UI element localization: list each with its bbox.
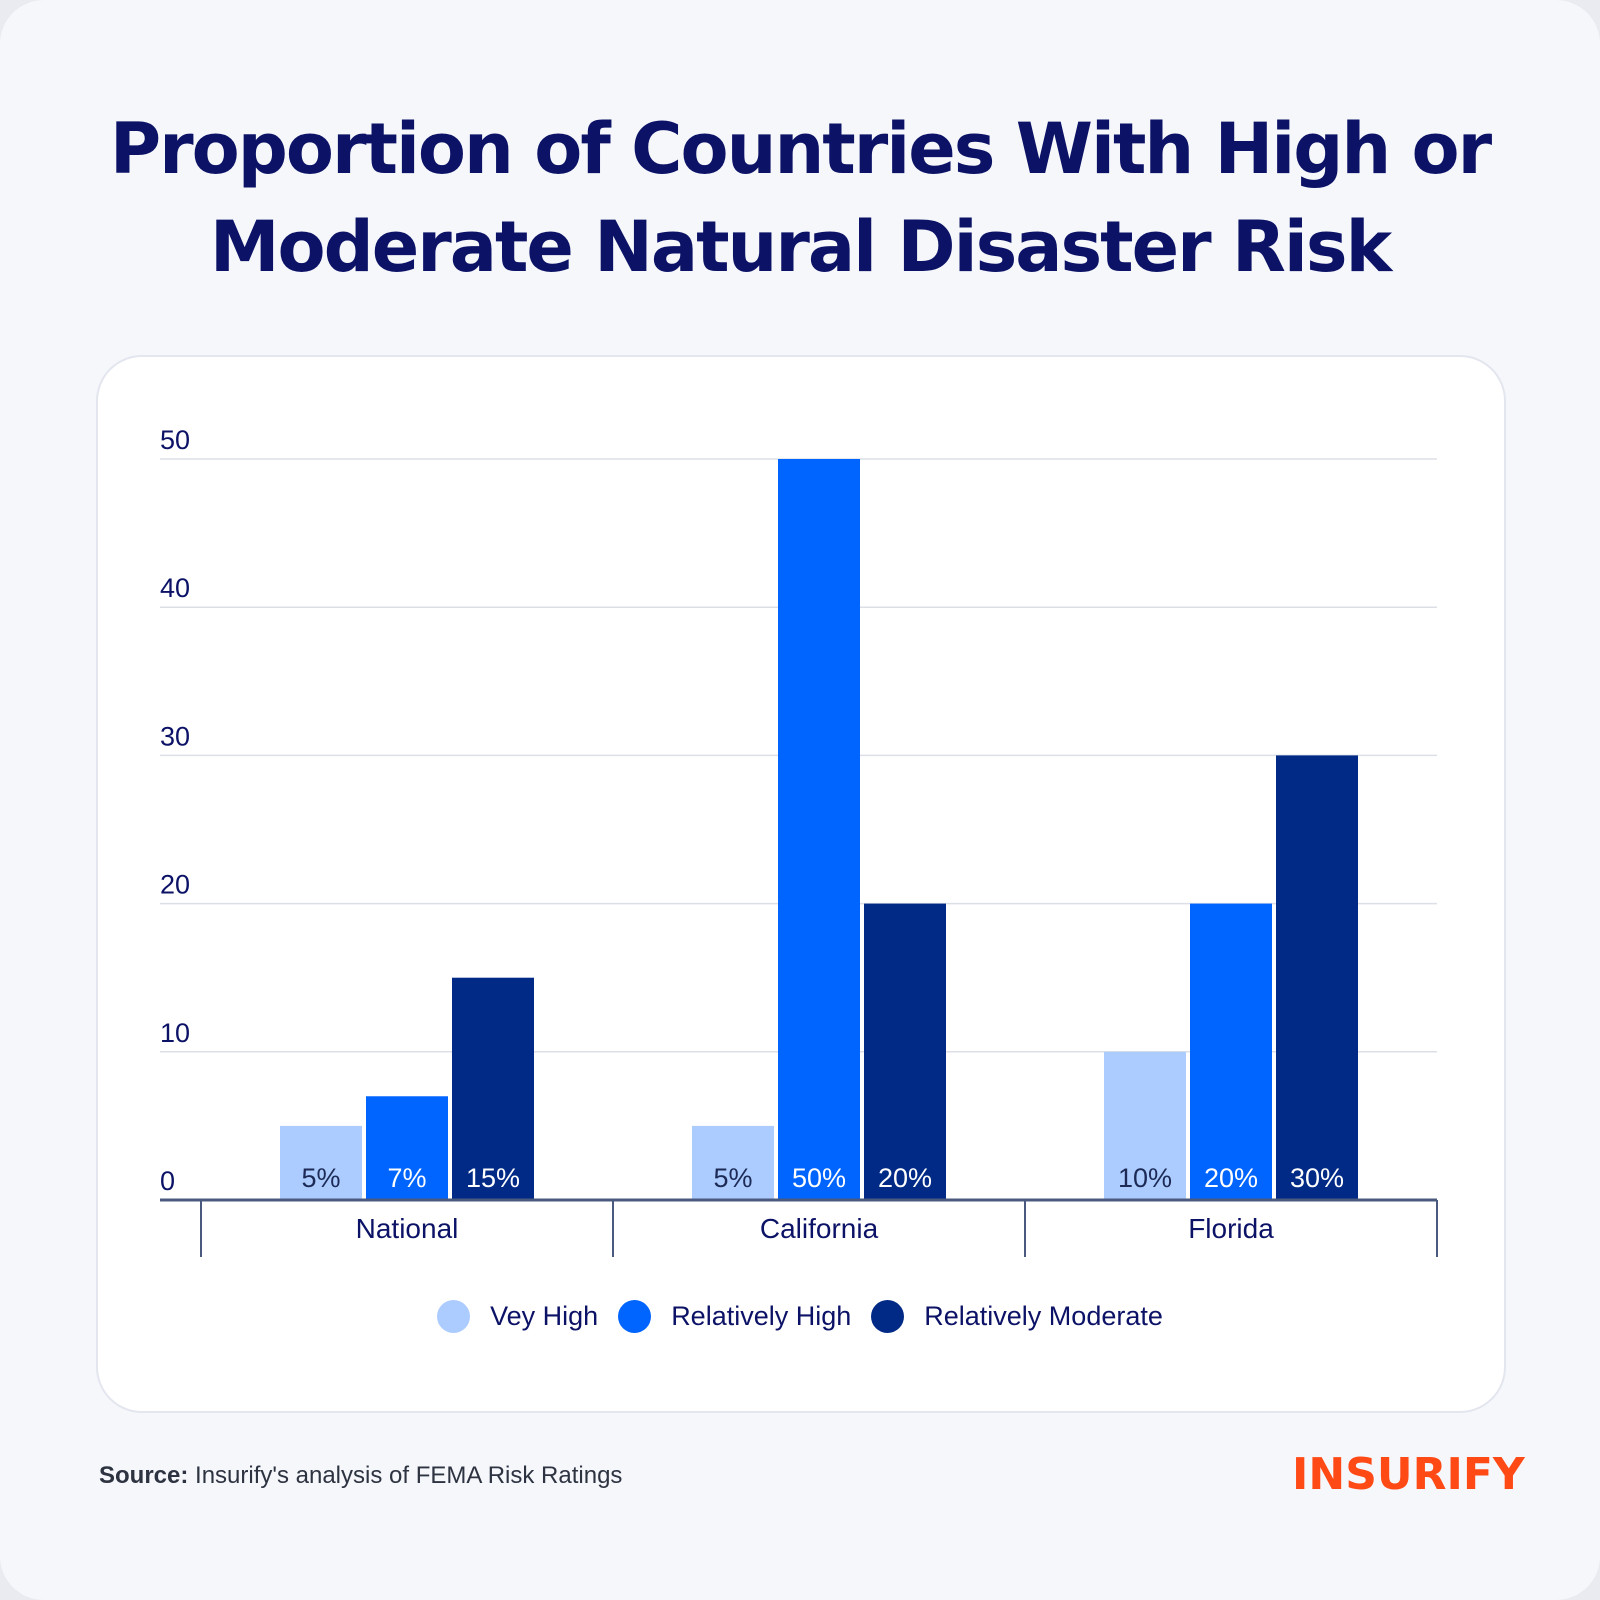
bar [1276,755,1358,1200]
y-tick-label: 20 [160,870,190,900]
chart-title: Proportion of Countries With High or Mod… [60,100,1540,296]
bar [452,977,534,1200]
y-tick-label: 10 [160,1018,190,1048]
legend-item-relatively-moderate: Relatively Moderate [871,1300,1163,1333]
legend-swatch-very-high [437,1300,471,1333]
source-note: Source: Insurify's analysis of FEMA Risk… [99,1462,622,1490]
bar [366,1096,448,1200]
legend-item-relatively-high: Relatively High [618,1300,851,1333]
bar [778,459,860,1200]
source-text: Insurify's analysis of FEMA Risk Ratings [188,1462,623,1489]
bar [864,903,946,1200]
bar-value-label: 5% [713,1163,752,1193]
chart-legend: Vey High Relatively High Relatively Mode… [0,1300,1600,1333]
y-tick-label: 40 [160,573,190,603]
bar-value-label: 50% [792,1163,846,1193]
legend-label-relatively-high: Relatively High [671,1301,852,1331]
legend-swatch-relatively-moderate [871,1300,905,1333]
bar [692,1125,774,1200]
bar-value-label: 15% [466,1163,520,1193]
title-line-1: Proportion of Countries With High or [109,108,1492,190]
legend-label-relatively-moderate: Relatively Moderate [924,1301,1163,1331]
bar-value-label: 7% [387,1163,426,1193]
insurify-logo: INSURIFY [1292,1449,1525,1500]
bar-value-label: 5% [301,1163,340,1193]
title-line-2: Moderate Natural Disaster Risk [209,206,1392,288]
bar-value-label: 10% [1118,1163,1172,1193]
y-tick-label: 0 [160,1166,175,1196]
legend-item-very-high: Vey High [437,1300,598,1333]
legend-swatch-relatively-high [618,1300,652,1333]
bar-value-label: 20% [878,1163,932,1193]
bar [1104,1051,1186,1200]
bar [1190,903,1272,1200]
bar [280,1125,362,1200]
legend-label-very-high: Vey High [490,1301,599,1331]
source-label: Source: [99,1462,189,1489]
bar-value-label: 20% [1204,1163,1258,1193]
x-category-label: Florida [1188,1213,1274,1244]
y-tick-label: 50 [160,425,190,455]
x-category-label: National [356,1213,459,1244]
bar-value-label: 30% [1290,1163,1344,1193]
x-category-label: California [760,1213,879,1244]
y-tick-label: 30 [160,721,190,751]
